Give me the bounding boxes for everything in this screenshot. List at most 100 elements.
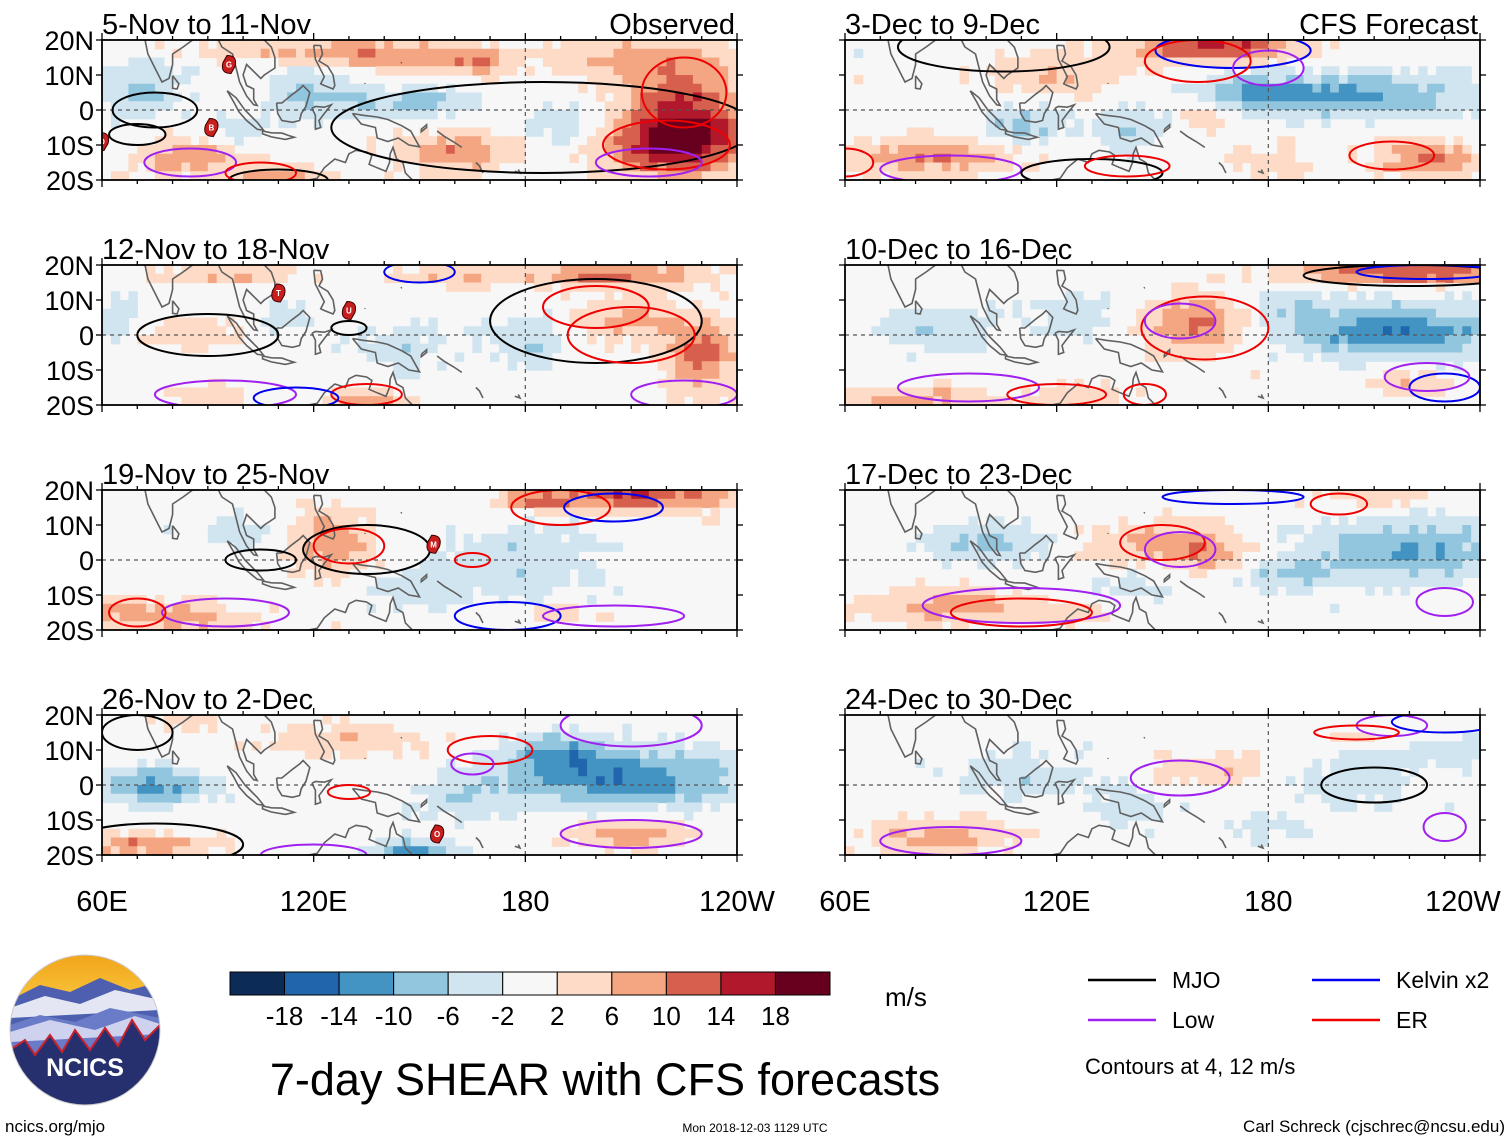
shear-cell xyxy=(648,145,659,155)
shear-cell xyxy=(1233,326,1243,336)
shear-cell xyxy=(216,828,227,839)
y-tick-label: 20N xyxy=(44,26,94,56)
shear-cell xyxy=(172,612,182,622)
shear-cell xyxy=(393,110,403,120)
shear-cell xyxy=(1039,66,1049,76)
shear-cell xyxy=(146,75,156,85)
shear-cell xyxy=(684,811,694,821)
shear-cell xyxy=(692,776,703,786)
shear-cell xyxy=(924,136,934,146)
shear-cell xyxy=(304,92,315,102)
shear-cell xyxy=(1444,92,1455,102)
colorbar-level: 6 xyxy=(605,1001,619,1031)
shear-cell xyxy=(1171,83,1181,94)
shear-cell xyxy=(1056,110,1067,120)
shear-cell xyxy=(419,837,429,847)
shear-cell xyxy=(393,92,403,102)
shear-cell xyxy=(199,612,209,622)
shear-cell xyxy=(701,153,712,164)
shear-cell xyxy=(1074,612,1084,622)
shear-cell xyxy=(1374,300,1384,310)
shear-cell xyxy=(1427,335,1437,345)
shear-cell xyxy=(1224,560,1234,570)
shear-cell xyxy=(1259,820,1269,830)
shear-cell xyxy=(915,145,925,155)
shear-cell xyxy=(578,785,588,795)
colorbar-level: 10 xyxy=(652,1001,681,1031)
shear-cell xyxy=(675,66,685,76)
shear-cell xyxy=(1074,92,1084,102)
shear-cell xyxy=(639,57,650,67)
shear-cell xyxy=(578,837,588,847)
contour-low xyxy=(559,715,703,748)
shear-cell xyxy=(534,498,544,509)
shear-cell xyxy=(880,153,890,164)
shear-cell xyxy=(1462,265,1472,275)
shear-cell xyxy=(1091,66,1102,76)
x-tick-label: 120E xyxy=(280,886,348,918)
shear-cell xyxy=(1418,265,1428,275)
shear-cell xyxy=(587,820,597,830)
shear-cell xyxy=(613,153,623,164)
shear-cell xyxy=(1233,533,1243,544)
shear-cell xyxy=(216,118,227,129)
shear-cell xyxy=(1144,136,1155,146)
shear-cell xyxy=(1418,110,1428,120)
shear-cell xyxy=(1233,57,1243,67)
shear-cell xyxy=(516,758,526,769)
shear-cell xyxy=(1003,110,1014,120)
shear-cell xyxy=(498,741,509,751)
site-link[interactable]: ncics.org/mjo xyxy=(5,1117,105,1136)
shear-cell xyxy=(1285,560,1296,570)
shear-cell xyxy=(490,542,500,552)
shear-cell xyxy=(1374,758,1384,769)
shear-cell xyxy=(1418,171,1428,180)
shear-cell xyxy=(401,40,412,50)
shear-cell xyxy=(534,110,544,120)
shear-cell xyxy=(490,802,500,812)
shear-cell xyxy=(1444,560,1455,570)
shear-cell xyxy=(1374,291,1384,301)
shear-cell xyxy=(1462,66,1472,76)
shear-cell xyxy=(1259,811,1269,821)
shear-cell xyxy=(146,767,156,777)
shear-cell xyxy=(1418,560,1428,570)
shear-cell xyxy=(1100,127,1111,137)
shear-cell xyxy=(959,577,970,587)
shear-cell xyxy=(666,273,676,284)
shear-cell xyxy=(1382,110,1393,120)
shear-cell xyxy=(181,273,191,284)
shear-cell xyxy=(181,136,191,146)
shear-cell xyxy=(880,612,890,622)
cyclone-marker: B xyxy=(204,117,219,138)
shear-cell xyxy=(1215,291,1225,301)
shear-cell xyxy=(1303,352,1314,362)
shear-cell xyxy=(959,343,970,354)
shear-cell xyxy=(1347,776,1358,786)
shear-cell xyxy=(304,525,315,535)
shear-cell xyxy=(959,308,970,319)
shear-cell xyxy=(516,525,526,535)
shear-cell xyxy=(110,110,121,120)
shear-cell xyxy=(384,723,394,734)
shear-cell xyxy=(163,92,174,102)
shear-cell xyxy=(137,335,147,345)
shear-cell xyxy=(551,542,562,552)
shear-cell xyxy=(710,396,720,405)
shear-cell xyxy=(163,101,174,111)
coastline xyxy=(1004,355,1041,366)
shear-cell xyxy=(1418,92,1428,102)
shear-cell xyxy=(437,586,447,596)
shear-cell xyxy=(313,525,324,535)
shear-cell xyxy=(604,732,615,742)
shear-cell xyxy=(1162,352,1172,362)
shear-cell xyxy=(1330,560,1340,570)
shear-cell xyxy=(1277,273,1287,284)
shear-cell xyxy=(154,145,165,155)
shear-cell xyxy=(278,265,288,275)
shear-cell xyxy=(1127,793,1137,804)
shear-cell xyxy=(428,265,438,275)
shear-cell xyxy=(595,837,606,847)
shear-cell xyxy=(234,273,244,284)
shear-cell xyxy=(613,118,623,129)
